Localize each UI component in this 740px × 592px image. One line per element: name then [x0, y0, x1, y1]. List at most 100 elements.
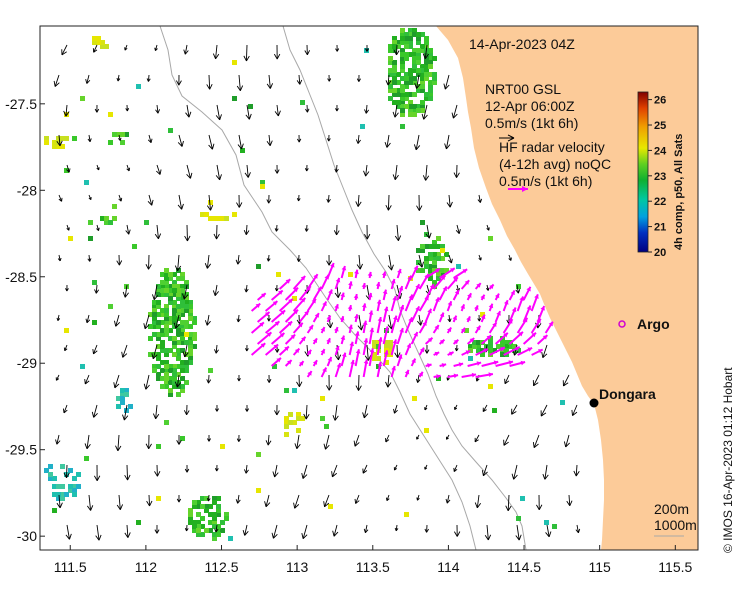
radar-vector [367, 271, 373, 279]
current-vector [334, 164, 339, 173]
radar-vector [278, 345, 290, 356]
sst-pixel [412, 32, 417, 37]
sst-pixel [76, 484, 81, 489]
sst-pixel [148, 336, 153, 341]
sst-pixel [184, 296, 189, 301]
sst-pixel [164, 368, 169, 373]
current-vector [176, 434, 182, 445]
sst-pixel [388, 340, 393, 345]
sst-pixel [428, 60, 433, 65]
sst-pixel [184, 380, 189, 385]
sst-pixel [172, 376, 177, 381]
sst-pixel [404, 56, 409, 61]
sst-pixel [476, 340, 481, 345]
sst-pixel [48, 476, 53, 481]
current-vector [293, 494, 300, 509]
radar-vector [312, 337, 318, 345]
sst-pixel [52, 508, 57, 513]
radar-vector [264, 320, 281, 334]
sst-pixel [180, 296, 185, 301]
radar-vector [460, 279, 470, 290]
sst-pixel [188, 340, 193, 345]
radar-vector [447, 373, 459, 379]
sst-pixel [172, 368, 177, 373]
radar-vector [404, 275, 413, 290]
current-vector [354, 494, 360, 504]
sst-pixel [392, 60, 397, 65]
sst-pixel [396, 100, 401, 105]
current-vector [86, 494, 94, 511]
plot-frame [39, 25, 699, 551]
sst-pixel [212, 532, 217, 537]
current-vector [243, 224, 250, 235]
sst-pixel [420, 48, 425, 53]
sst-pixel [296, 428, 301, 433]
current-vector [143, 314, 150, 330]
current-vector [204, 314, 211, 326]
current-vector [511, 464, 518, 480]
sst-pixel [428, 92, 433, 97]
sst-pixel [156, 344, 161, 349]
radar-vector [362, 359, 369, 378]
current-vector [56, 494, 63, 509]
sst-pixel [400, 76, 405, 81]
sst-pixel [372, 340, 377, 345]
sst-pixel [180, 348, 185, 353]
sst-pixel [152, 308, 157, 313]
sst-pixel [408, 104, 413, 109]
radar-vector [278, 320, 293, 334]
sst-pixel [180, 328, 185, 333]
radar-vector [517, 346, 533, 356]
sst-pixel [428, 80, 433, 85]
sst-pixel [124, 392, 129, 397]
radar-vector [368, 327, 375, 345]
sst-pixel [416, 72, 421, 77]
sst-pixel [120, 140, 125, 145]
current-vector [413, 134, 421, 151]
sst-pixel [424, 96, 429, 101]
sst-pixel [160, 288, 165, 293]
sst-pixel [92, 280, 97, 285]
sst-pixel [400, 60, 405, 65]
sst-pixel [184, 292, 189, 297]
radar-vector [404, 294, 414, 312]
sst-pixel [420, 248, 425, 253]
sst-pixel [108, 140, 113, 145]
radar-vector [460, 327, 466, 334]
current-vector [296, 374, 303, 387]
current-vector [323, 494, 330, 508]
sst-pixel [180, 360, 185, 365]
sst-pixel [488, 384, 493, 389]
sst-pixel [224, 512, 229, 517]
x-tick-label: 113.5 [356, 559, 390, 575]
current-vector [266, 74, 274, 89]
sst-pixel [420, 88, 425, 93]
sst-pixel [192, 344, 197, 349]
sst-pixel [164, 360, 169, 365]
current-vector [87, 134, 92, 143]
sst-pixel [468, 356, 473, 361]
sst-pixel [424, 60, 429, 65]
radar-vector [264, 343, 279, 356]
sst-pixel [180, 368, 185, 373]
sst-pixel [428, 268, 433, 273]
sst-pixel [400, 36, 405, 41]
sst-pixel [488, 336, 493, 341]
current-vector [296, 194, 301, 202]
sst-pixel [424, 244, 429, 249]
hf-radar-vectors [250, 262, 554, 379]
sst-pixel [416, 48, 421, 53]
current-vector [335, 104, 339, 112]
sst-pixel [52, 140, 57, 145]
radar-vector [418, 347, 425, 356]
current-vector [56, 134, 63, 147]
dongara-label: Dongara [599, 386, 656, 402]
radar-vector [278, 278, 291, 290]
sst-pixel [148, 312, 153, 317]
current-vector [151, 344, 158, 360]
radar-vector [516, 296, 524, 312]
current-vector [453, 464, 458, 472]
sst-pixel [180, 436, 185, 441]
sst-pixel [180, 300, 185, 305]
sst-pixel [480, 352, 485, 357]
